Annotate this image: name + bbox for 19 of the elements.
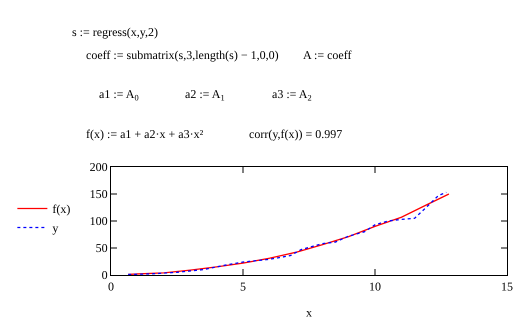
x-tick-label: 10 bbox=[369, 279, 381, 294]
x-tick-label: 15 bbox=[501, 279, 513, 294]
text: a3 := A$_{2}$ bbox=[272, 87, 312, 103]
x-axis-title: x bbox=[306, 305, 312, 320]
text: a2 := A$_{1}$ bbox=[185, 87, 225, 103]
y-tick-label: 0 bbox=[102, 268, 108, 282]
y-tick-label: 200 bbox=[90, 160, 108, 174]
text: s := regress(x,y,2) bbox=[72, 25, 158, 39]
y-tick-label: 150 bbox=[90, 187, 108, 202]
text: coeff := submatrix(s,3,length(s) − 1,0,0) bbox=[86, 48, 279, 62]
y-tick-label: 100 bbox=[90, 214, 108, 228]
text: A := coeff bbox=[303, 48, 352, 62]
legend-label: y bbox=[52, 221, 58, 236]
text: corr(y,f(x)) = 0.997 bbox=[249, 127, 342, 141]
legend-label: f(x) bbox=[52, 202, 70, 216]
y-tick-label: 50 bbox=[96, 241, 108, 256]
x-tick-label: 5 bbox=[240, 279, 246, 294]
text: a1 := A$_{0}$ bbox=[99, 87, 139, 103]
text: f(x) := a1 + a2·x + a3·x² bbox=[86, 127, 204, 141]
